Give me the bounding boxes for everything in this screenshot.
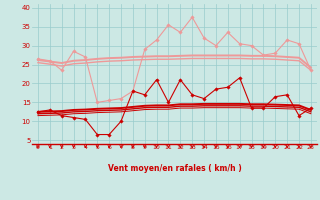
X-axis label: Vent moyen/en rafales ( km/h ): Vent moyen/en rafales ( km/h ) <box>108 164 241 173</box>
